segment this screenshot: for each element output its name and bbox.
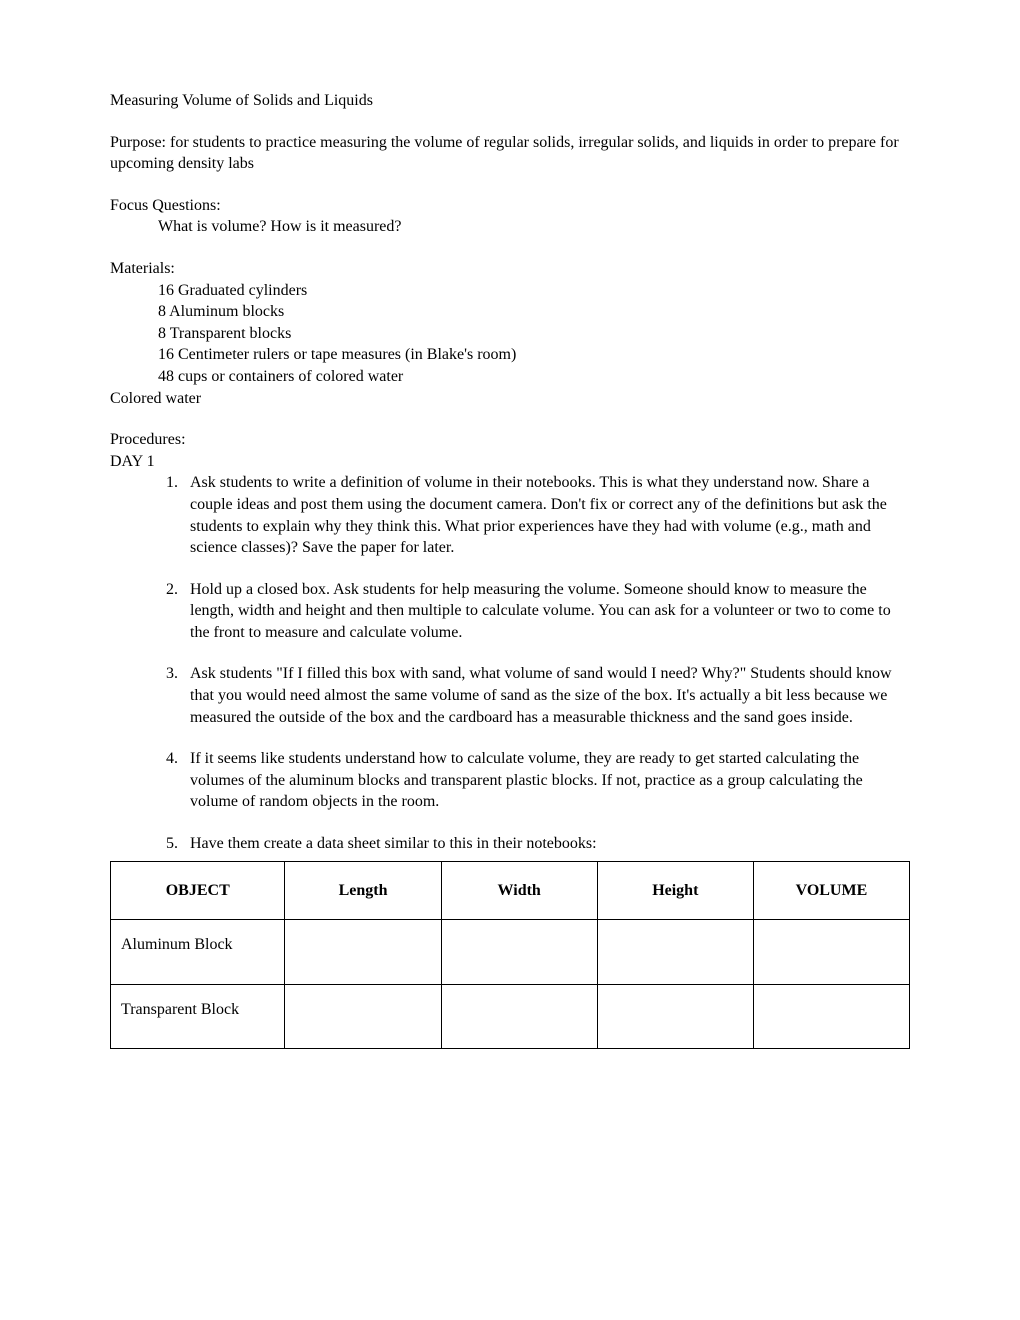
procedure-step: Hold up a closed box. Ask students for h… (182, 579, 910, 644)
procedures-label: Procedures: (110, 429, 910, 451)
table-header-object: OBJECT (111, 861, 285, 920)
materials-item: 16 Graduated cylinders (158, 280, 910, 302)
table-cell (753, 984, 909, 1049)
procedure-step: Have them create a data sheet similar to… (182, 833, 910, 855)
materials-item: 16 Centimeter rulers or tape measures (i… (158, 344, 910, 366)
data-table: OBJECT Length Width Height VOLUME Alumin… (110, 861, 910, 1050)
procedure-step: If it seems like students understand how… (182, 748, 910, 813)
table-cell (597, 920, 753, 985)
focus-questions-text: What is volume? How is it measured? (110, 216, 910, 238)
table-cell (597, 984, 753, 1049)
table-header-height: Height (597, 861, 753, 920)
table-header-row: OBJECT Length Width Height VOLUME (111, 861, 910, 920)
table-header-volume: VOLUME (753, 861, 909, 920)
document-title: Measuring Volume of Solids and Liquids (110, 90, 910, 112)
materials-item: 8 Transparent blocks (158, 323, 910, 345)
materials-trailing: Colored water (110, 388, 910, 410)
table-cell-object: Transparent Block (111, 984, 285, 1049)
materials-label: Materials: (110, 258, 910, 280)
procedures-list: Ask students to write a definition of vo… (110, 472, 910, 854)
table-cell-object: Aluminum Block (111, 920, 285, 985)
purpose-paragraph: Purpose: for students to practice measur… (110, 132, 910, 175)
procedure-step: Ask students to write a definition of vo… (182, 472, 910, 558)
procedure-step: Ask students "If I filled this box with … (182, 663, 910, 728)
table-cell (285, 984, 441, 1049)
table-cell (441, 984, 597, 1049)
table-cell (441, 920, 597, 985)
focus-questions-label: Focus Questions: (110, 195, 910, 217)
day-label: DAY 1 (110, 451, 910, 473)
table-header-width: Width (441, 861, 597, 920)
materials-item: 48 cups or containers of colored water (158, 366, 910, 388)
table-cell (753, 920, 909, 985)
table-header-length: Length (285, 861, 441, 920)
table-row: Aluminum Block (111, 920, 910, 985)
table-row: Transparent Block (111, 984, 910, 1049)
materials-item: 8 Aluminum blocks (158, 301, 910, 323)
table-cell (285, 920, 441, 985)
